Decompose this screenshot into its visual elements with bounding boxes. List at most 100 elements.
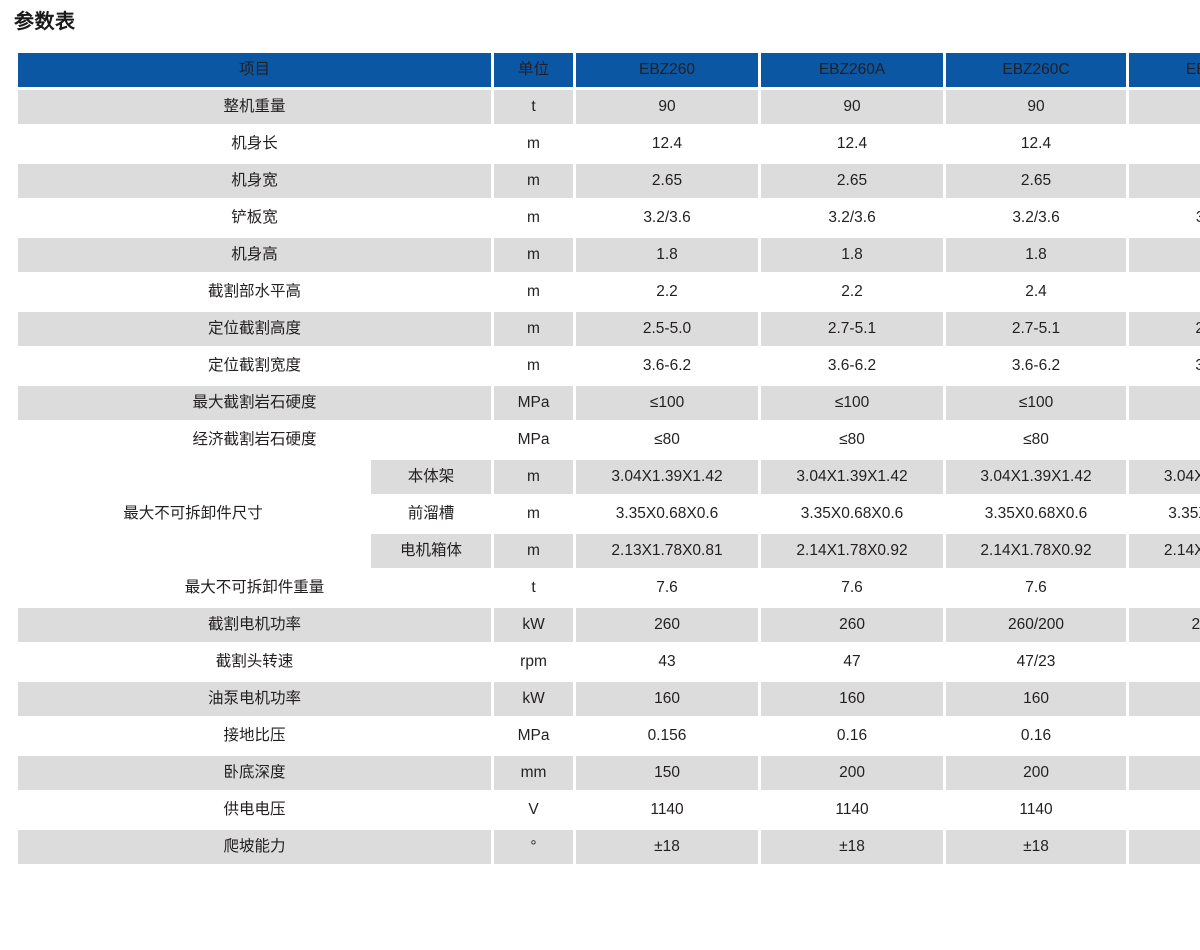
row-item-label: 最大不可拆卸件重量 [18, 571, 492, 605]
row-value-ebz260c: 7.6 [946, 571, 1127, 605]
table-row: 铲板宽 m 3.2/3.6 3.2/3.6 3.2/3.6 3.2/3.6 [18, 201, 1200, 235]
row-item-label: 供电电压 [18, 793, 492, 827]
row-value-ebz260c: 0.16 [946, 719, 1127, 753]
row-unit: m [494, 238, 574, 272]
row-value-ebz260: 2.65 [576, 164, 759, 198]
row-value-ebz260c: 47/23 [946, 645, 1127, 679]
row-value-ebz260a: 200 [761, 756, 944, 790]
row-unit: V [494, 793, 574, 827]
row-value-ebz260: 260 [576, 608, 759, 642]
row-value-ebz260c: ≤100 [946, 386, 1127, 420]
row-value-ebz260a: 2.65 [761, 164, 944, 198]
row-item-label: 截割头转速 [18, 645, 492, 679]
merged-sub-label: 前溜槽 [371, 497, 492, 531]
row-value-ebz260d: 2.4 [1129, 275, 1200, 309]
row-value-ebz260d: 3.04X1.39X1.42 [1129, 460, 1200, 494]
row-value-ebz260: 0.156 [576, 719, 759, 753]
row-value-ebz260: 2.5-5.0 [576, 312, 759, 346]
row-value-ebz260a: 1140 [761, 793, 944, 827]
row-value-ebz260: 1140 [576, 793, 759, 827]
row-value-ebz260d: ≤100 [1129, 386, 1200, 420]
row-unit: m [494, 460, 574, 494]
table-row: 最大截割岩石硬度 MPa ≤100 ≤100 ≤100 ≤100 [18, 386, 1200, 420]
row-value-ebz260d: 2.7-5.1 [1129, 312, 1200, 346]
page-title: 参数表 [14, 11, 76, 33]
table-row-merged-group: 电机箱体 m 2.13X1.78X0.81 2.14X1.78X0.92 2.1… [18, 534, 1200, 568]
table-row: 截割电机功率 kW 260 260 260/200 260/200 [18, 608, 1200, 642]
table-row: 经济截割岩石硬度 MPa ≤80 ≤80 ≤80 ≤80 [18, 423, 1200, 457]
row-unit: m [494, 275, 574, 309]
row-value-ebz260c: 90 [946, 90, 1127, 124]
row-unit: t [494, 90, 574, 124]
row-value-ebz260d: 200 [1129, 756, 1200, 790]
row-value-ebz260d: 12.4 [1129, 127, 1200, 161]
row-value-ebz260: 3.2/3.6 [576, 201, 759, 235]
table-row: 最大不可拆卸件重量 t 7.6 7.6 7.6 7.6 [18, 571, 1200, 605]
merged-sub-label: 电机箱体 [371, 534, 492, 568]
row-value-ebz260d: ±18 [1129, 830, 1200, 864]
row-unit: m [494, 312, 574, 346]
merged-group-label: 最大不可拆卸件尺寸 [18, 460, 368, 568]
row-unit: t [494, 571, 574, 605]
row-item-label: 机身长 [18, 127, 492, 161]
row-value-ebz260d: 260/200 [1129, 608, 1200, 642]
header-row: 项目 单位 EBZ260 EBZ260A EBZ260C EBZ260D [18, 53, 1200, 87]
row-unit: MPa [494, 386, 574, 420]
row-value-ebz260c: 3.35X0.68X0.6 [946, 497, 1127, 531]
row-value-ebz260a: 0.16 [761, 719, 944, 753]
row-value-ebz260c: 2.14X1.78X0.92 [946, 534, 1127, 568]
table-header: 项目 单位 EBZ260 EBZ260A EBZ260C EBZ260D [18, 53, 1200, 87]
table-row: 油泵电机功率 kW 160 160 160 160 [18, 682, 1200, 716]
row-value-ebz260d: ≤80 [1129, 423, 1200, 457]
row-item-label: 定位截割高度 [18, 312, 492, 346]
row-value-ebz260: 150 [576, 756, 759, 790]
row-unit: MPa [494, 423, 574, 457]
row-value-ebz260c: 3.04X1.39X1.42 [946, 460, 1127, 494]
row-value-ebz260d: 90 [1129, 90, 1200, 124]
row-item-label: 卧底深度 [18, 756, 492, 790]
table-row: 爬坡能力 ° ±18 ±18 ±18 ±18 [18, 830, 1200, 864]
row-value-ebz260: 3.6-6.2 [576, 349, 759, 383]
row-item-label: 机身宽 [18, 164, 492, 198]
row-value-ebz260a: ≤80 [761, 423, 944, 457]
row-value-ebz260c: 2.65 [946, 164, 1127, 198]
row-unit: kW [494, 608, 574, 642]
row-value-ebz260d: 0.16 [1129, 719, 1200, 753]
header-cell-ebz260a: EBZ260A [761, 53, 944, 87]
row-value-ebz260d: 7.6 [1129, 571, 1200, 605]
row-value-ebz260: 7.6 [576, 571, 759, 605]
header-cell-item: 项目 [18, 53, 492, 87]
row-item-label: 油泵电机功率 [18, 682, 492, 716]
row-value-ebz260: ±18 [576, 830, 759, 864]
row-value-ebz260d: 2.65 [1129, 164, 1200, 198]
row-value-ebz260c: 3.6-6.2 [946, 349, 1127, 383]
table-row: 卧底深度 mm 150 200 200 200 [18, 756, 1200, 790]
row-value-ebz260: 43 [576, 645, 759, 679]
row-unit: m [494, 164, 574, 198]
row-unit: m [494, 201, 574, 235]
table-row: 截割部水平高 m 2.2 2.2 2.4 2.4 [18, 275, 1200, 309]
row-value-ebz260a: 12.4 [761, 127, 944, 161]
row-value-ebz260: 2.13X1.78X0.81 [576, 534, 759, 568]
row-value-ebz260a: 3.6-6.2 [761, 349, 944, 383]
row-value-ebz260c: 160 [946, 682, 1127, 716]
row-value-ebz260d: 47/23 [1129, 645, 1200, 679]
row-value-ebz260: 3.04X1.39X1.42 [576, 460, 759, 494]
row-value-ebz260a: 1.8 [761, 238, 944, 272]
row-value-ebz260: ≤100 [576, 386, 759, 420]
row-value-ebz260a: 90 [761, 90, 944, 124]
row-unit: m [494, 497, 574, 531]
table-row: 接地比压 MPa 0.156 0.16 0.16 0.16 [18, 719, 1200, 753]
row-value-ebz260c: 260/200 [946, 608, 1127, 642]
row-item-label: 机身高 [18, 238, 492, 272]
row-unit: MPa [494, 719, 574, 753]
row-unit: mm [494, 756, 574, 790]
table-row: 机身高 m 1.8 1.8 1.8 1.8 [18, 238, 1200, 272]
table-row: 整机重量 t 90 90 90 90 [18, 90, 1200, 124]
row-unit: ° [494, 830, 574, 864]
row-unit: m [494, 534, 574, 568]
table-row: 定位截割宽度 m 3.6-6.2 3.6-6.2 3.6-6.2 3.6-6.2 [18, 349, 1200, 383]
row-value-ebz260a: 3.35X0.68X0.6 [761, 497, 944, 531]
row-value-ebz260a: ±18 [761, 830, 944, 864]
